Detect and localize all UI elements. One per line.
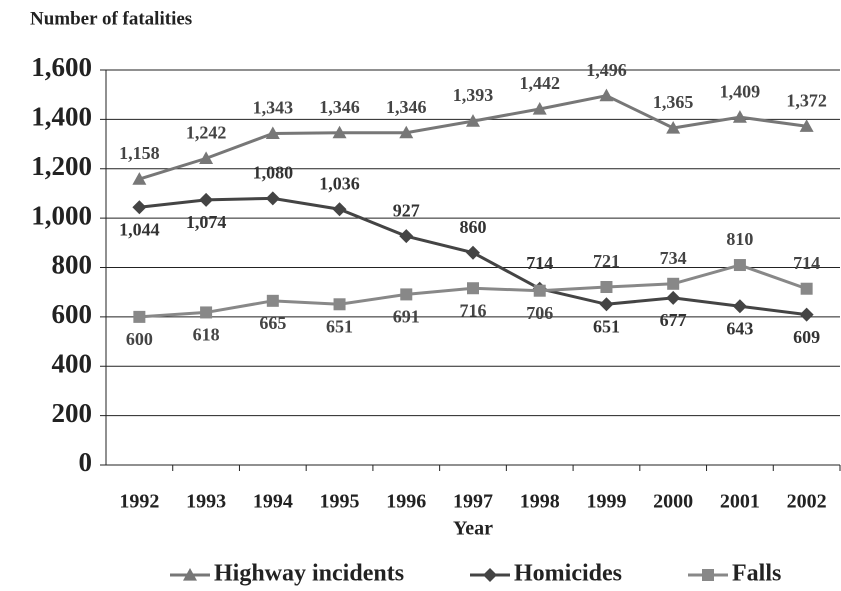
y-tick-label: 600 <box>52 299 93 329</box>
marker <box>666 290 681 305</box>
marker <box>800 282 813 295</box>
x-tick-label: 1992 <box>119 491 159 513</box>
data-label: 1,372 <box>786 90 827 110</box>
data-label: 1,496 <box>586 60 627 80</box>
data-label: 706 <box>526 303 553 323</box>
x-tick-label: 2000 <box>653 491 693 513</box>
data-label: 1,158 <box>119 143 160 163</box>
marker <box>199 151 214 164</box>
data-label: 860 <box>460 217 487 237</box>
x-tick-label: 1997 <box>453 491 493 513</box>
y-tick-label: 400 <box>52 348 93 378</box>
data-label: 651 <box>593 316 620 336</box>
legend-label: Highway incidents <box>214 561 404 587</box>
x-axis-label: Year <box>453 518 493 540</box>
data-label: 716 <box>460 300 487 320</box>
marker <box>466 245 480 260</box>
data-label: 609 <box>793 327 820 347</box>
marker <box>132 172 147 185</box>
marker <box>266 294 279 307</box>
x-tick-label: 2001 <box>720 491 760 513</box>
data-label: 714 <box>526 253 553 273</box>
marker <box>702 569 714 581</box>
data-label: 677 <box>660 310 687 330</box>
x-tick-label: 2002 <box>787 491 827 513</box>
data-label: 1,442 <box>519 73 560 93</box>
marker <box>667 277 680 290</box>
y-tick-label: 1,200 <box>31 151 92 181</box>
data-label: 1,074 <box>186 212 227 232</box>
series-line <box>138 94 807 181</box>
marker <box>399 229 414 244</box>
data-label: 691 <box>393 307 420 327</box>
y-tick-label: 0 <box>79 447 93 477</box>
data-label: 1,343 <box>253 98 294 118</box>
marker <box>467 282 479 295</box>
marker <box>333 298 346 311</box>
x-tick-label: 1995 <box>320 491 360 513</box>
marker <box>466 114 480 127</box>
data-label: 643 <box>726 318 753 338</box>
marker <box>799 119 814 132</box>
marker <box>666 121 681 134</box>
marker <box>532 102 547 115</box>
marker <box>483 568 497 582</box>
data-label: 618 <box>193 325 220 345</box>
marker <box>199 192 214 207</box>
y-tick-label: 200 <box>52 398 93 428</box>
marker <box>183 568 197 581</box>
legend-label: Falls <box>732 561 781 587</box>
data-label: 721 <box>593 251 620 271</box>
data-label: 1,242 <box>186 123 227 143</box>
marker <box>599 297 614 312</box>
marker <box>133 310 146 323</box>
data-label: 1,044 <box>119 219 160 239</box>
marker <box>265 191 280 206</box>
chart-title: Number of fatalities <box>30 8 192 29</box>
data-label: 927 <box>393 200 420 220</box>
y-tick-label: 1,400 <box>31 102 92 132</box>
data-label: 714 <box>793 253 820 273</box>
marker <box>200 306 213 319</box>
data-label: 651 <box>326 316 353 336</box>
x-tick-label: 1996 <box>386 491 426 513</box>
x-tick-label: 1993 <box>186 491 226 513</box>
marker <box>332 125 347 139</box>
marker <box>332 202 347 217</box>
data-label: 1,036 <box>319 173 360 193</box>
data-label: 1,393 <box>453 85 494 105</box>
data-label: 1,365 <box>653 92 694 112</box>
y-tick-label: 1,600 <box>31 52 92 82</box>
marker <box>533 284 546 297</box>
data-label: 810 <box>726 229 753 249</box>
marker <box>799 307 814 322</box>
data-label: 1,080 <box>253 163 294 183</box>
marker <box>733 259 746 272</box>
data-label: 1,409 <box>720 81 761 101</box>
data-label: 1,346 <box>319 97 360 117</box>
marker <box>732 110 747 123</box>
y-tick-label: 1,000 <box>31 200 92 230</box>
data-label: 734 <box>660 248 687 268</box>
marker <box>599 88 614 102</box>
data-label: 665 <box>259 313 286 333</box>
marker <box>132 200 147 215</box>
marker <box>265 126 280 140</box>
x-tick-label: 1998 <box>520 491 560 513</box>
data-label: 600 <box>126 329 153 349</box>
data-label: 1,346 <box>386 97 427 117</box>
marker <box>600 281 613 294</box>
y-tick-label: 800 <box>52 250 93 280</box>
legend-label: Homicides <box>514 561 622 587</box>
x-tick-label: 1999 <box>586 491 626 513</box>
x-tick-label: 1994 <box>253 491 293 513</box>
marker <box>732 299 747 314</box>
marker <box>400 288 413 301</box>
marker <box>399 125 414 139</box>
